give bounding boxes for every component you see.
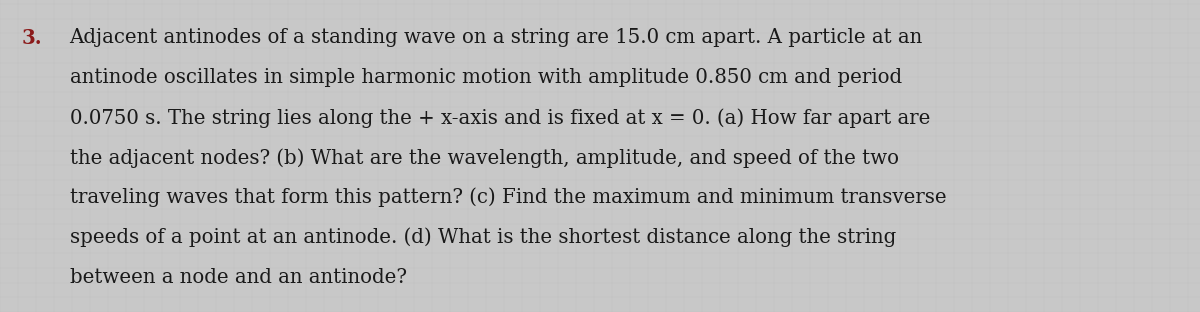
Text: antinode oscillates in simple harmonic motion with amplitude 0.850 cm and period: antinode oscillates in simple harmonic m… [70,68,901,87]
Text: speeds of a point at an antinode. (d) What is the shortest distance along the st: speeds of a point at an antinode. (d) Wh… [70,228,896,247]
Text: the adjacent nodes? (b) What are the wavelength, amplitude, and speed of the two: the adjacent nodes? (b) What are the wav… [70,148,899,168]
Text: 3.: 3. [22,28,42,48]
Text: Adjacent antinodes of a standing wave on a string are 15.0 cm apart. A particle : Adjacent antinodes of a standing wave on… [70,28,923,47]
Text: 0.0750 s. The string lies along the + x-axis and is fixed at x = 0. (a) How far : 0.0750 s. The string lies along the + x-… [70,108,930,128]
Text: traveling waves that form this pattern? (c) Find the maximum and minimum transve: traveling waves that form this pattern? … [70,188,947,207]
Text: between a node and an antinode?: between a node and an antinode? [70,268,407,287]
